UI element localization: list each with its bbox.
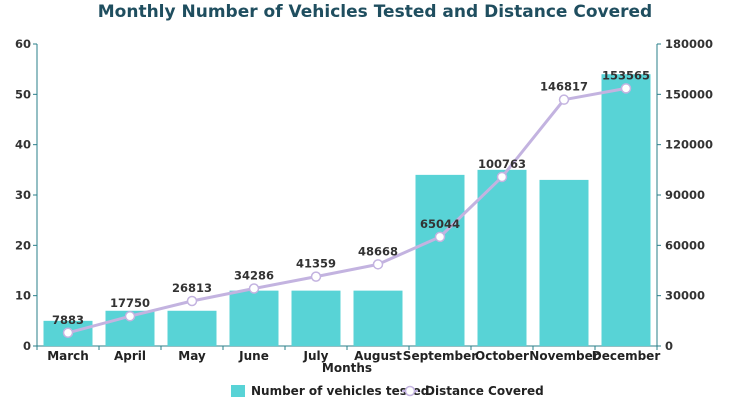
distance-data-label: 100763	[478, 157, 526, 171]
chart-title: Monthly Number of Vehicles Tested and Di…	[98, 2, 652, 22]
x-tick-label: August	[354, 349, 402, 363]
legend-label-line: Distance Covered	[425, 384, 544, 398]
bar	[353, 290, 403, 346]
x-tick-label: September	[403, 349, 477, 363]
distance-data-label: 65044	[420, 217, 460, 231]
y-right-tick-label: 30000	[665, 289, 705, 303]
distance-data-label: 153565	[602, 68, 650, 82]
distance-line	[62, 83, 632, 339]
y-left-tick-label: 60	[15, 37, 31, 51]
y-left-tick-label: 30	[15, 188, 31, 202]
y-right-tick-label: 150000	[665, 87, 713, 101]
bar	[415, 174, 465, 346]
distance-point	[124, 310, 136, 322]
distance-data-label: 48668	[358, 244, 398, 258]
bar	[229, 290, 279, 346]
bar	[539, 179, 589, 346]
x-tick-label: July	[303, 349, 329, 363]
legend-swatch-bars	[231, 385, 245, 397]
distance-point	[310, 271, 322, 282]
y-left-tick-label: 10	[15, 289, 31, 303]
y-left-tick-label: 40	[15, 138, 31, 152]
y-left-tick-label: 0	[23, 339, 31, 353]
legend-label-bars: Number of vehicles tested	[251, 384, 429, 398]
legend-swatch-marker	[404, 385, 416, 397]
bar	[167, 310, 217, 346]
distance-point	[62, 327, 74, 339]
distance-point	[372, 259, 384, 270]
bars	[43, 74, 651, 346]
distance-data-label: 146817	[540, 80, 588, 94]
x-tick-label: March	[47, 349, 89, 363]
y-left-tick-label: 50	[15, 87, 31, 101]
y-right-tick-label: 90000	[665, 188, 705, 202]
x-tick-label: November	[529, 349, 598, 363]
bar	[601, 74, 651, 346]
distance-data-label: 41359	[296, 257, 336, 271]
distance-point	[248, 283, 260, 294]
x-tick-label: December	[592, 349, 661, 363]
distance-data-label: 7883	[52, 313, 84, 327]
x-tick-label: April	[114, 349, 146, 363]
y-right-tick-label: 120000	[665, 138, 713, 152]
axes: 0 10 20 30 40 50 60 0 30000 60000 90000 120000 15000…	[15, 37, 713, 363]
x-axis-title: Months	[322, 361, 372, 375]
distance-point	[434, 231, 446, 243]
y-right-tick-label: 60000	[665, 238, 705, 252]
y-right-tick-label: 0	[665, 339, 673, 353]
data-labels: 7883 17750 26813 34286 41359 48668 65044 100763…	[52, 68, 650, 326]
distance-point	[186, 295, 198, 307]
x-tick-label: June	[238, 349, 269, 363]
distance-data-label: 17750	[110, 296, 150, 310]
bar	[477, 169, 527, 346]
y-left-tick-label: 20	[15, 238, 31, 252]
distance-data-label: 34286	[234, 268, 274, 282]
x-tick-label: October	[475, 349, 529, 363]
distance-point	[620, 83, 632, 94]
y-right-tick-label: 180000	[665, 37, 713, 51]
distance-point	[496, 171, 508, 183]
distance-point	[558, 94, 570, 105]
x-tick-label: May	[178, 349, 206, 363]
bar	[291, 290, 341, 346]
distance-line-path	[67, 86, 627, 335]
distance-data-label: 26813	[172, 281, 212, 295]
